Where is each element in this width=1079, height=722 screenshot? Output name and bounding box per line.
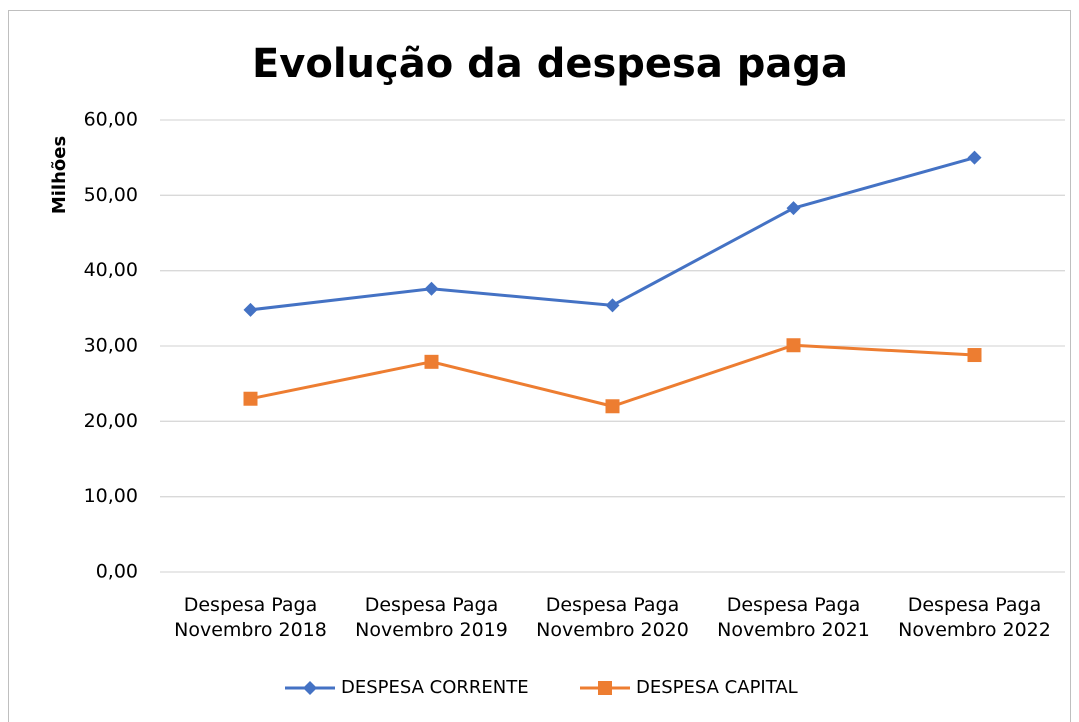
y-tick-label: 10,00 xyxy=(84,485,138,507)
y-tick-label: 50,00 xyxy=(84,184,138,206)
marker xyxy=(967,348,982,363)
y-tick-label: 20,00 xyxy=(84,410,138,432)
marker xyxy=(243,391,258,406)
legend-label: DESPESA CAPITAL xyxy=(636,677,798,698)
y-tick-label: 60,00 xyxy=(84,109,138,131)
y-tick-label: 40,00 xyxy=(84,259,138,281)
marker xyxy=(598,681,612,695)
x-tick-label: Despesa Paga Novembro 2020 xyxy=(536,594,689,641)
marker xyxy=(605,298,620,313)
marker xyxy=(967,150,982,165)
marker xyxy=(786,201,801,216)
x-tick-label: Despesa Paga Novembro 2022 xyxy=(898,594,1051,641)
x-tick-label: Despesa Paga Novembro 2018 xyxy=(174,594,327,641)
legend-label: DESPESA CORRENTE xyxy=(341,677,529,698)
y-tick-label: 0,00 xyxy=(96,561,138,583)
marker xyxy=(303,681,317,695)
x-tick-label: Despesa Paga Novembro 2019 xyxy=(355,594,508,641)
chart-border xyxy=(8,10,1071,722)
marker xyxy=(605,399,620,414)
marker xyxy=(786,338,801,353)
y-axis-label: Milhões xyxy=(49,136,70,214)
y-tick-label: 30,00 xyxy=(84,335,138,357)
marker xyxy=(243,302,258,317)
marker xyxy=(424,281,439,296)
x-tick-label: Despesa Paga Novembro 2021 xyxy=(717,594,870,641)
marker xyxy=(424,354,439,369)
chart-title: Evolução da despesa paga xyxy=(252,41,848,87)
